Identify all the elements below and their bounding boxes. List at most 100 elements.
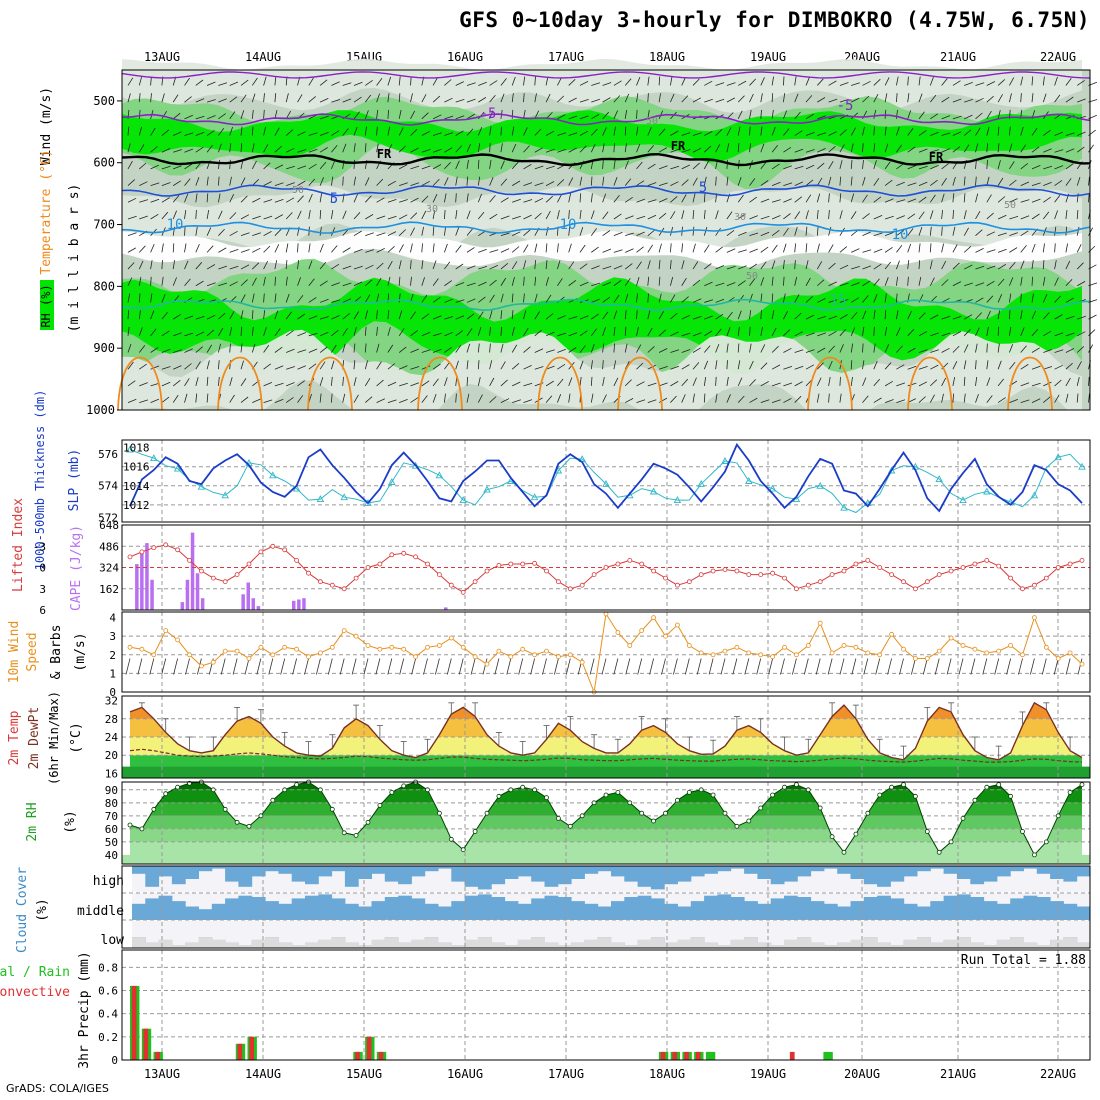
wind-barb <box>941 260 947 270</box>
wind-barb <box>127 160 133 170</box>
wind-barb <box>851 266 860 270</box>
wind-point-16 <box>317 650 323 656</box>
wind-barb <box>477 176 481 186</box>
wind-point-73 <box>996 648 1002 654</box>
wind-barb <box>579 209 582 220</box>
wind-barb <box>206 176 209 186</box>
lifted-point-13 <box>282 547 288 553</box>
cloud-high-40 <box>664 866 678 885</box>
wind-barb <box>941 78 948 86</box>
wind-barb <box>150 213 159 220</box>
wind-barb <box>455 115 465 120</box>
rh-legend-swatch <box>40 280 54 330</box>
rh-point-25 <box>425 787 430 793</box>
wind-point-9 <box>234 648 240 654</box>
cloud-middle-38 <box>637 895 652 920</box>
surface-wind-barb-40 <box>601 658 607 675</box>
wind-barb <box>771 276 774 286</box>
top-date-14AUG: 14AUG <box>245 50 281 64</box>
cloud-low-fill-27 <box>491 942 506 948</box>
wind-barb <box>738 249 747 253</box>
wind-barb <box>218 98 227 103</box>
lifted-point-17 <box>329 582 335 588</box>
wind-barb <box>850 159 853 169</box>
cloud-middle-10 <box>265 901 279 920</box>
cloud-high-38 <box>637 866 652 887</box>
rh-tick-90: 90 <box>105 784 118 797</box>
wind-barb <box>929 94 937 103</box>
rh-point-16 <box>317 787 323 793</box>
wind-barb <box>195 146 204 153</box>
wind-barb <box>353 311 360 320</box>
wind-barb <box>331 360 335 370</box>
wind-barb <box>500 293 504 303</box>
wind-barb <box>625 215 634 220</box>
wind-barb <box>477 311 484 320</box>
wind-barb <box>240 110 245 119</box>
wind-barb <box>285 293 290 303</box>
wind-barb <box>410 110 416 120</box>
wind-barb <box>884 126 887 136</box>
wind-barb <box>715 393 718 403</box>
wind-barb <box>884 293 887 303</box>
surface-wind-barb-19 <box>351 658 357 675</box>
top-date-13AUG: 13AUG <box>144 50 180 64</box>
cape-bar-10 <box>180 602 185 610</box>
cloud-middle-53 <box>837 906 851 920</box>
wind-barb <box>647 76 650 86</box>
wind-barb <box>715 376 717 386</box>
wind-barb <box>828 80 837 86</box>
wind-barb <box>229 81 239 86</box>
wind-barb <box>783 227 789 236</box>
wind-barb <box>455 210 458 220</box>
wind-barb <box>873 78 881 86</box>
wind-barb <box>930 379 938 387</box>
cloud-high-43 <box>704 866 718 874</box>
cape-bar-33 <box>297 599 301 610</box>
wind-barb <box>206 264 216 270</box>
wind-barb <box>726 327 731 336</box>
surface-wind-barb-26 <box>435 658 440 675</box>
isotherm--5 <box>121 113 1091 126</box>
wind-barb <box>930 179 938 186</box>
lifted-point-62 <box>865 558 871 563</box>
wind-barb <box>771 229 780 236</box>
wind-barb <box>884 380 894 387</box>
wind-barb <box>986 126 990 136</box>
wind-barb <box>783 276 785 286</box>
wind-barb <box>1065 210 1068 220</box>
rh-point-69 <box>948 839 954 845</box>
wind-barb <box>263 181 272 186</box>
surface-wind-barb-45 <box>661 658 666 675</box>
wind-barb <box>274 365 284 370</box>
wind-barb <box>873 278 880 286</box>
wind-barb <box>896 345 903 353</box>
cloud-high-70 <box>1063 866 1078 882</box>
cloud-middle-21 <box>411 898 426 920</box>
wind-tick-2: 2 <box>109 649 116 662</box>
wind-barb <box>545 210 551 220</box>
wind-barb <box>127 232 137 237</box>
wind-barb <box>534 276 537 286</box>
wind-barb <box>342 210 347 220</box>
wind-barb <box>251 93 256 103</box>
wind-barb <box>342 265 352 270</box>
wind-barb <box>1076 361 1082 370</box>
wind-barb <box>670 312 678 320</box>
rh-point-14 <box>294 782 300 787</box>
ylabel-cloud: Cloud Cover <box>15 867 30 953</box>
wind-barb <box>387 93 390 103</box>
rh-point-63 <box>877 792 883 798</box>
surface-wind-barb-80 <box>1077 658 1083 675</box>
top-date-17AUG: 17AUG <box>548 50 584 64</box>
wind-barb <box>568 193 571 203</box>
surface-wind-barb-17 <box>327 658 333 675</box>
wind-point-60 <box>841 643 847 648</box>
wind-barb <box>218 210 223 220</box>
wind-barb <box>794 93 799 103</box>
ylabel-rh2m: 2m RH <box>25 802 40 841</box>
ylabel-rh: RH (%) <box>39 284 53 327</box>
wind-barb <box>997 294 1003 303</box>
wind-barb <box>500 232 510 237</box>
